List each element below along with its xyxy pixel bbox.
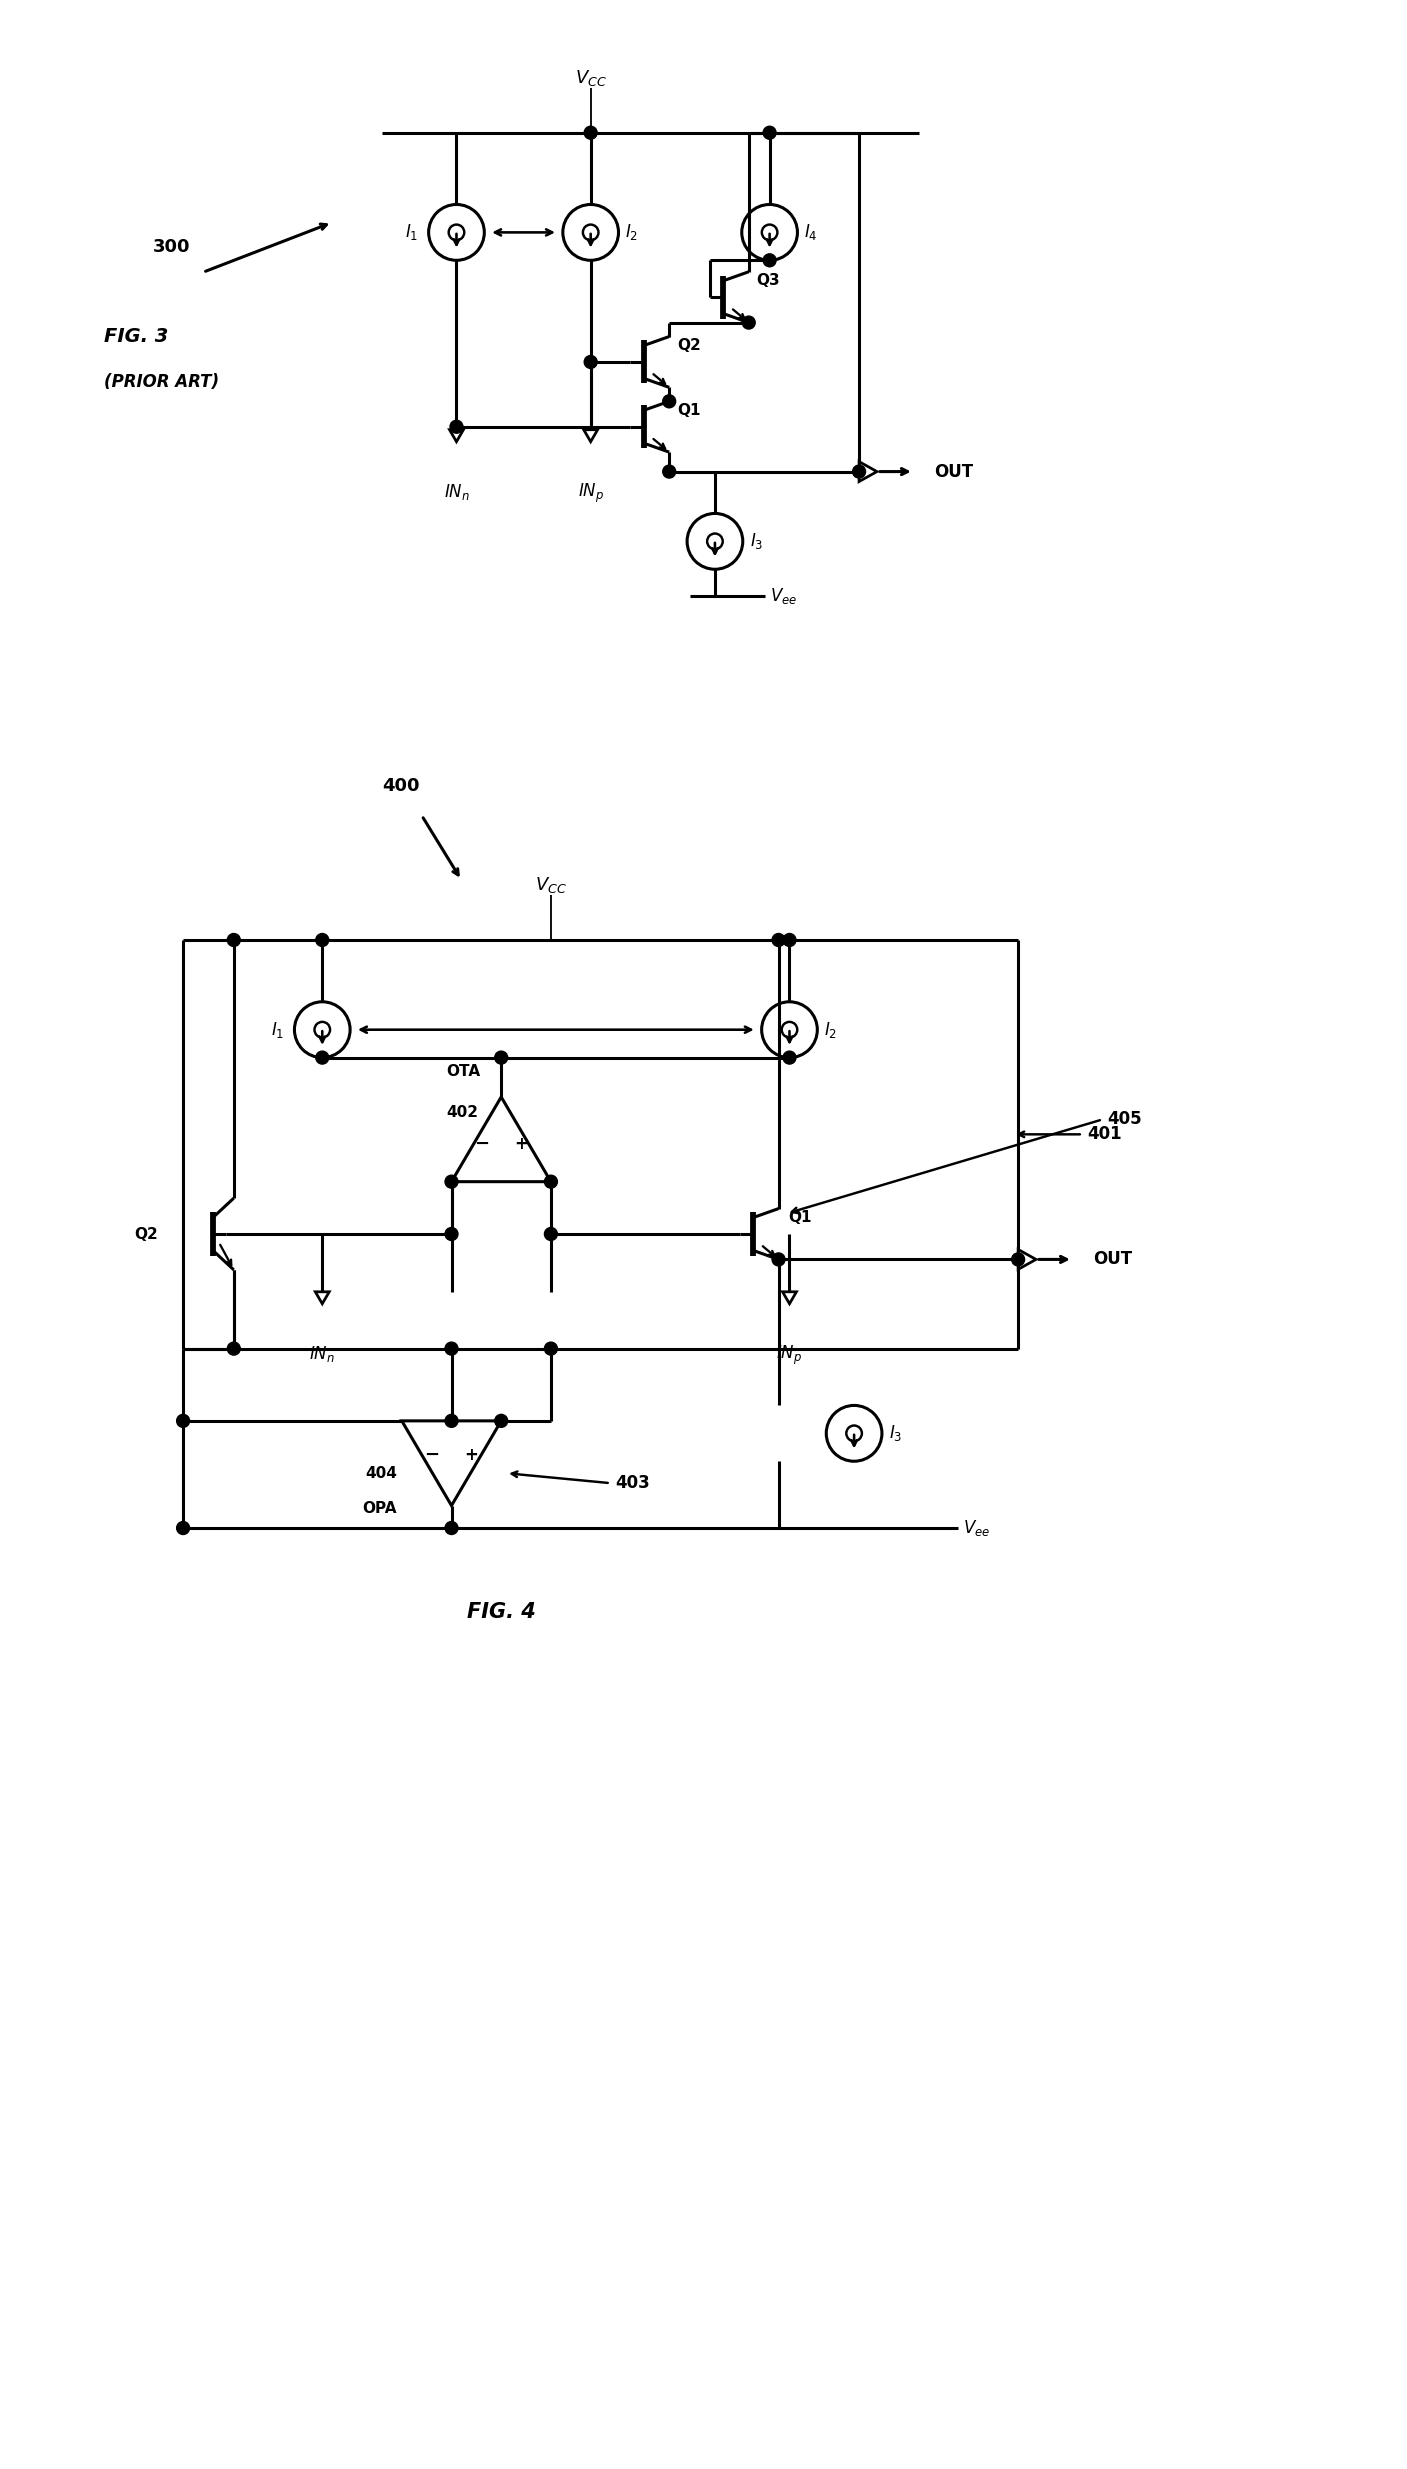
Text: −: −: [474, 1136, 488, 1153]
Text: OUT: OUT: [934, 462, 972, 481]
Text: 403: 403: [615, 1474, 650, 1491]
Text: $V_{CC}$: $V_{CC}$: [574, 67, 606, 89]
Text: Q2: Q2: [135, 1227, 158, 1242]
Text: $IN_p$: $IN_p$: [777, 1343, 802, 1368]
Circle shape: [177, 1521, 190, 1536]
Text: FIG. 3: FIG. 3: [104, 326, 167, 346]
Circle shape: [445, 1521, 457, 1536]
Circle shape: [584, 126, 597, 138]
Text: OPA: OPA: [363, 1501, 397, 1516]
Text: −: −: [424, 1447, 439, 1464]
Circle shape: [445, 1343, 457, 1355]
Text: $I_1$: $I_1$: [405, 222, 419, 242]
Circle shape: [177, 1415, 190, 1427]
Text: OUT: OUT: [1093, 1249, 1131, 1269]
Circle shape: [772, 1252, 785, 1267]
Circle shape: [584, 356, 597, 368]
Circle shape: [1012, 1252, 1024, 1267]
Text: $I_1$: $I_1$: [272, 1020, 284, 1039]
Circle shape: [495, 1052, 508, 1064]
Text: $IN_n$: $IN_n$: [310, 1343, 335, 1363]
Text: Q3: Q3: [757, 274, 781, 289]
Circle shape: [315, 933, 329, 946]
Text: $I_2$: $I_2$: [825, 1020, 837, 1039]
Circle shape: [545, 1227, 557, 1239]
Circle shape: [228, 933, 241, 946]
Circle shape: [445, 1227, 457, 1239]
Circle shape: [228, 1343, 241, 1355]
Circle shape: [853, 464, 865, 479]
Circle shape: [763, 254, 777, 267]
Text: Q1: Q1: [677, 402, 701, 417]
Text: $V_{CC}$: $V_{CC}$: [535, 874, 567, 896]
Text: 400: 400: [381, 778, 419, 795]
Circle shape: [784, 1052, 796, 1064]
Text: $V_{ee}$: $V_{ee}$: [770, 585, 796, 607]
Text: $IN_p$: $IN_p$: [578, 481, 604, 504]
Text: $IN_n$: $IN_n$: [443, 481, 470, 501]
Circle shape: [545, 1343, 557, 1355]
Text: $I_3$: $I_3$: [889, 1422, 902, 1444]
Circle shape: [663, 464, 675, 479]
Text: 404: 404: [364, 1467, 397, 1481]
Circle shape: [784, 933, 796, 946]
Circle shape: [315, 1052, 329, 1064]
Text: +: +: [464, 1447, 478, 1464]
Circle shape: [445, 1175, 457, 1188]
Circle shape: [663, 395, 675, 407]
Circle shape: [545, 1175, 557, 1188]
Circle shape: [772, 933, 785, 946]
Circle shape: [495, 1415, 508, 1427]
Text: $V_{ee}$: $V_{ee}$: [964, 1518, 991, 1538]
Text: Q1: Q1: [788, 1210, 812, 1225]
Text: 300: 300: [153, 239, 191, 257]
Text: +: +: [514, 1136, 528, 1153]
Circle shape: [445, 1415, 457, 1427]
Text: $I_3$: $I_3$: [750, 531, 763, 551]
Text: 405: 405: [1107, 1111, 1142, 1128]
Text: (PRIOR ART): (PRIOR ART): [104, 373, 218, 390]
Text: OTA: OTA: [446, 1064, 481, 1079]
Text: 401: 401: [1088, 1126, 1123, 1143]
Text: FIG. 4: FIG. 4: [467, 1602, 536, 1622]
Circle shape: [763, 126, 777, 138]
Text: 402: 402: [446, 1106, 478, 1121]
Circle shape: [450, 420, 463, 432]
Text: $I_4$: $I_4$: [805, 222, 817, 242]
Circle shape: [743, 316, 756, 328]
Text: $I_2$: $I_2$: [626, 222, 639, 242]
Text: Q2: Q2: [677, 338, 701, 353]
